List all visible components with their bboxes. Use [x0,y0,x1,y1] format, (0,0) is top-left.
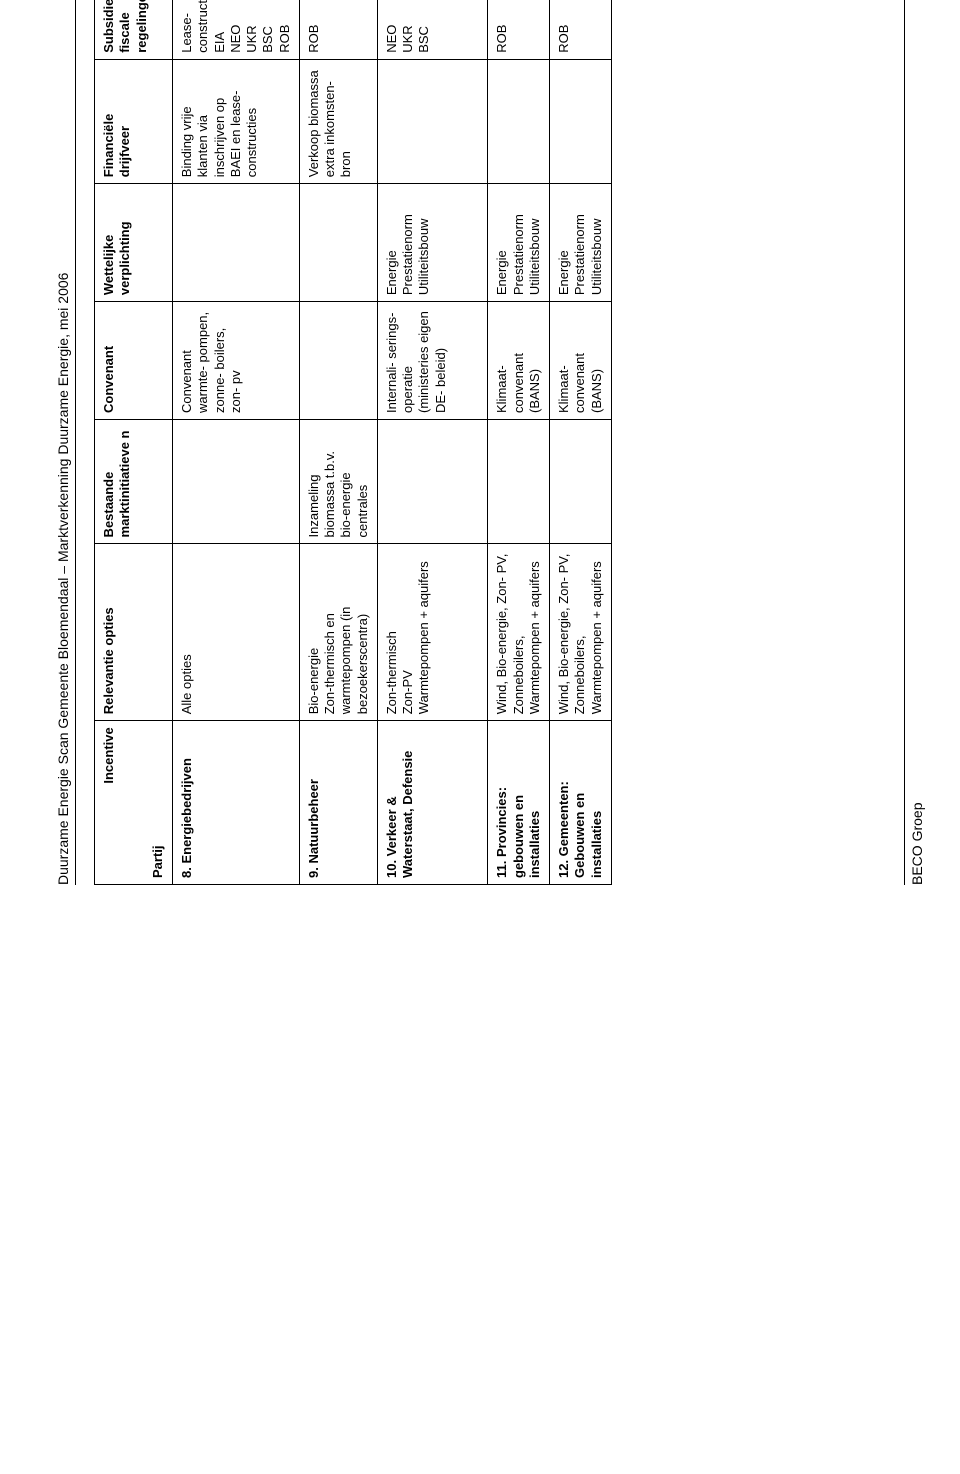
table-cell: Klimaat- convenant (BANS) [488,302,550,420]
table-cell [377,59,488,183]
table-row: 11. Provincies: gebouwen en installaties… [488,0,550,885]
table-cell: Energie Prestatienorm Utiliteitsbouw [377,184,488,302]
table-corner-header: Incentive Partij [95,721,173,885]
table-cell: Alle opties [173,544,300,721]
table-cell: Wind, Bio-energie, Zon- PV, Zonneboilers… [550,544,612,721]
table-cell: Convenant warmte- pompen, zonne- boilers… [173,302,300,420]
corner-top-label: Incentive [101,727,117,783]
table-row-header: 11. Provincies: gebouwen en installaties [488,721,550,885]
table-cell [488,420,550,544]
table-column-header: Subsidie / fiscale regelingen [95,0,173,59]
table-column-header: Convenant [95,302,173,420]
corner-bottom-label: Partij [150,845,166,878]
incentive-table: Incentive Partij Relevantie optiesBestaa… [94,0,612,885]
table-cell [299,302,377,420]
table-cell [173,184,300,302]
table-cell [550,420,612,544]
table-row-header: 8. Energiebedrijven [173,721,300,885]
table-cell: Bio-energieZon-thermisch en warmtepompen… [299,544,377,721]
table-cell [488,59,550,183]
table-cell: Binding vrije klanten via inschrijven op… [173,59,300,183]
table-cell: ROB [550,0,612,59]
table-row-header: 9. Natuurbeheer [299,721,377,885]
table-cell [377,420,488,544]
table-column-header: Financiële drijfveer [95,59,173,183]
table-row: 10. Verkeer & Waterstaat, DefensieZon-th… [377,0,488,885]
table-cell: Klimaat- convenant (BANS) [550,302,612,420]
table-cell: Energie Prestatienorm Utiliteitsbouw [488,184,550,302]
table-cell: ROB [488,0,550,59]
table-cell [173,420,300,544]
footer-left: BECO Groep [909,803,925,885]
table-row: 8. EnergiebedrijvenAlle opties Convenant … [173,0,300,885]
table-cell: NEOUKRBSC [377,0,488,59]
table-cell [550,59,612,183]
table-column-header: Relevantie opties [95,544,173,721]
table-cell: Verkoop biomassa extra inkomsten- bron [299,59,377,183]
document-header: Duurzame Energie Scan Gemeente Bloemenda… [55,0,76,885]
table-row-header: 12. Gemeenten: Gebouwen en installaties [550,721,612,885]
table-cell: Energie Prestatienorm Utiliteitsbouw [550,184,612,302]
table-column-header: Bestaande marktinitiatieve n [95,420,173,544]
table-cell: Wind, Bio-energie, Zon- PV, Zonneboilers… [488,544,550,721]
table-cell [299,184,377,302]
table-column-header: Wettelijke verplichting [95,184,173,302]
table-row: 12. Gemeenten: Gebouwen en installatiesW… [550,0,612,885]
table-row-header: 10. Verkeer & Waterstaat, Defensie [377,721,488,885]
table-cell: ROB [299,0,377,59]
document-footer: BECO Groep 7 [904,0,925,885]
table-row: 9. NatuurbeheerBio-energieZon-thermisch … [299,0,377,885]
table-cell: Internali- serings- operatie (ministerie… [377,302,488,420]
table-cell: Zon-thermischZon-PVWarmtepompen + aquife… [377,544,488,721]
table-cell: Lease- constructies MEPEIANEOUKRBSCROB [173,0,300,59]
table-cell: Inzameling biomassa t.b.v. bio-energie c… [299,420,377,544]
